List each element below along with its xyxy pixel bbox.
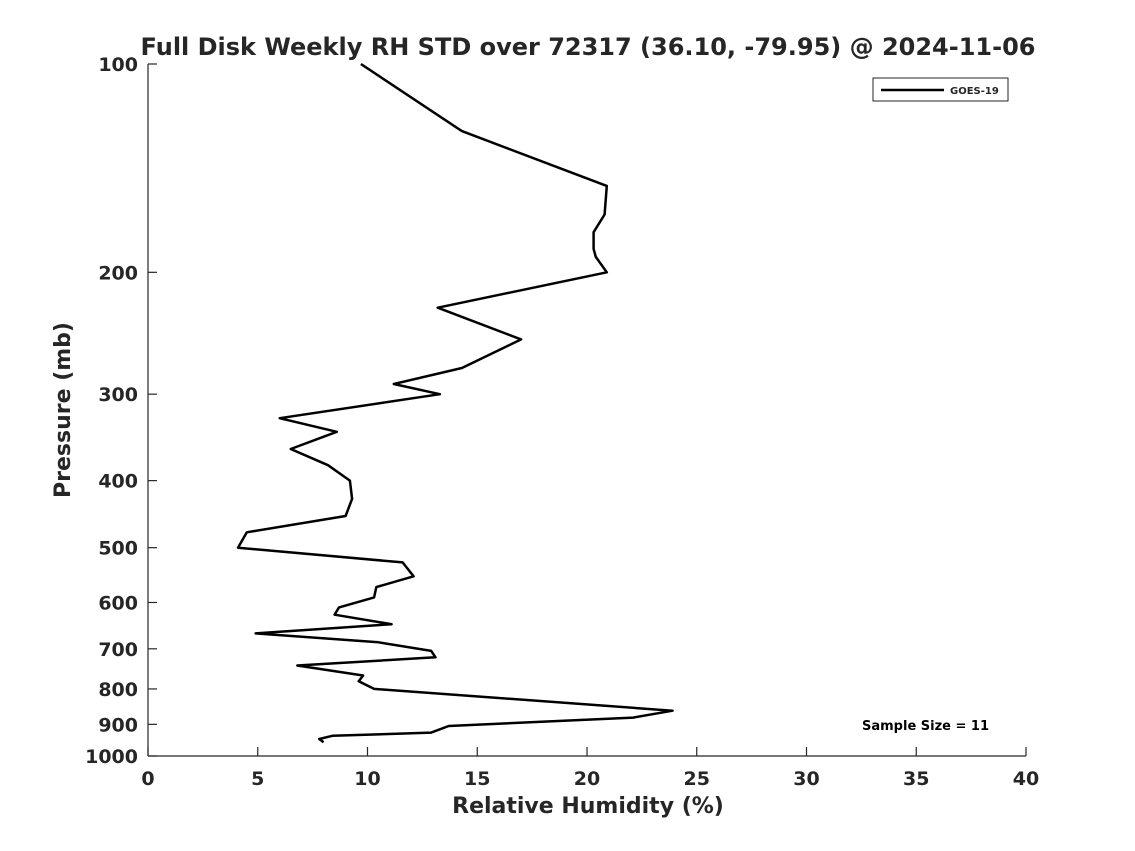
y-tick-label: 700: [98, 639, 138, 661]
series-layer: [236, 62, 674, 744]
x-axis-label: Relative Humidity (%): [452, 794, 724, 819]
y-tick-label: 1000: [85, 746, 138, 768]
legend: GOES-19: [872, 77, 1009, 102]
x-tick-label: 20: [574, 768, 600, 790]
series-line-goes-19: [236, 62, 674, 744]
y-tick-label: 400: [98, 471, 138, 493]
y-axis-ticks: 100 200 300 400 500 600 700 800 900 1000: [85, 54, 157, 768]
y-axis-label: Pressure (mb): [51, 322, 76, 498]
x-tick-label: 25: [684, 768, 710, 790]
plot-area: 0 5 10 15 20 25 30 35 40 100 200 300 400 500 600 700 80…: [85, 54, 1039, 790]
x-tick-label: 5: [251, 768, 264, 790]
x-tick-label: 10: [354, 768, 380, 790]
y-tick-label: 300: [98, 384, 138, 406]
x-tick-label: 35: [903, 768, 929, 790]
x-tick-label: 15: [464, 768, 490, 790]
y-tick-label: 100: [98, 54, 138, 76]
x-axis-ticks: 0 5 10 15 20 25 30 35 40: [141, 747, 1039, 790]
sample-size-annotation: Sample Size = 11: [862, 719, 989, 734]
y-tick-label: 900: [98, 714, 138, 736]
chart-title: Full Disk Weekly RH STD over 72317 (36.1…: [141, 33, 1036, 61]
x-tick-label: 30: [793, 768, 819, 790]
x-tick-label: 40: [1013, 768, 1039, 790]
x-tick-label: 0: [141, 768, 154, 790]
y-tick-label: 500: [98, 538, 138, 560]
y-tick-label: 800: [98, 679, 138, 701]
y-tick-label: 200: [98, 262, 138, 284]
legend-label-goes-19: GOES-19: [950, 86, 999, 97]
y-tick-label: 600: [98, 592, 138, 614]
